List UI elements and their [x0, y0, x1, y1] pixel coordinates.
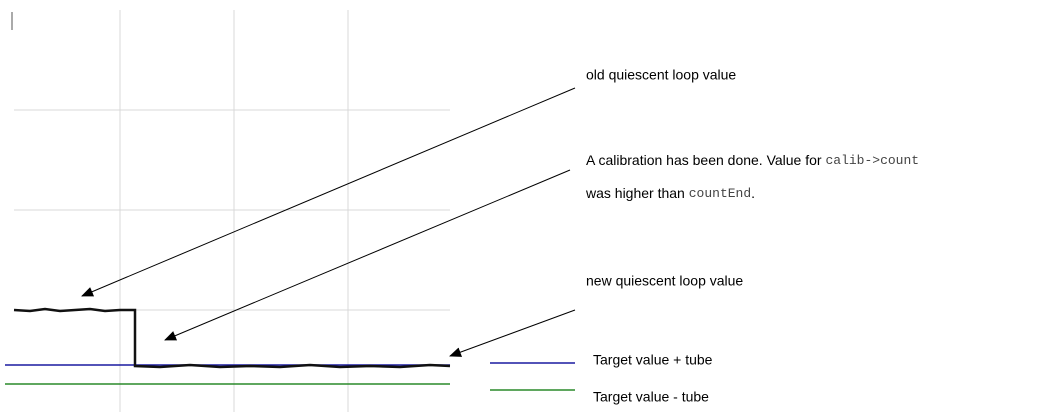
text: . — [751, 185, 755, 201]
arrow-old — [81, 87, 576, 297]
annotation-calibration-line2: was higher than countEnd. — [585, 185, 755, 202]
annotation-calibration-line1: A calibration has been done. Value for c… — [586, 152, 919, 169]
annotation-old: old quiescent loop value — [586, 67, 736, 83]
signal-trace — [13, 307, 451, 369]
code: calib->count — [825, 153, 919, 168]
arrow-calibration — [164, 169, 571, 341]
legend-label: Target value + tube — [593, 352, 713, 368]
code: countEnd — [689, 186, 751, 201]
arrow-new — [449, 309, 576, 357]
annotation-new: new quiescent loop value — [586, 273, 743, 289]
text: A calibration has been done. Value for — [586, 152, 825, 168]
grid — [14, 10, 450, 412]
text: was higher than — [585, 185, 689, 201]
legend-label: Target value - tube — [593, 389, 709, 405]
